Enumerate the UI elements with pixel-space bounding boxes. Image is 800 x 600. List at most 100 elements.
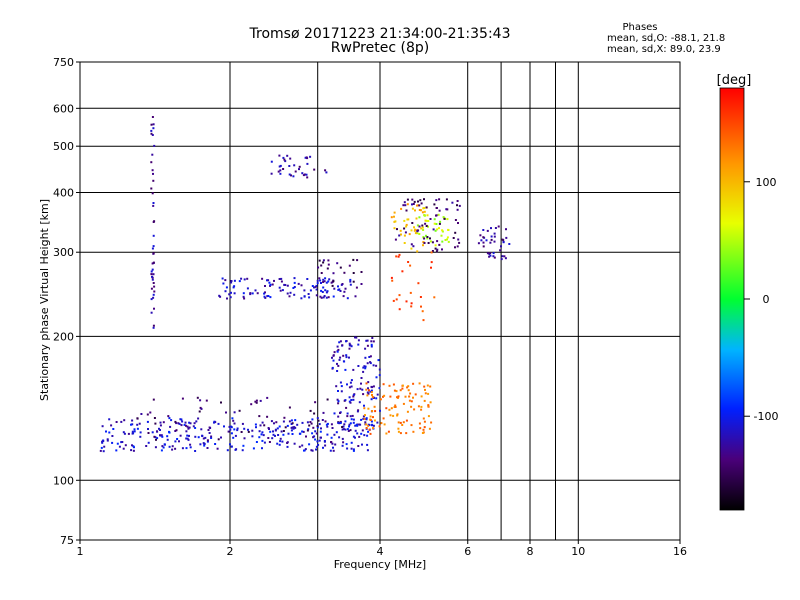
data-point [500,245,502,248]
data-point [418,204,421,207]
data-point [131,419,134,422]
data-point [305,435,307,438]
data-point [426,214,429,217]
data-point [208,432,211,434]
data-point [247,430,250,433]
data-point [372,385,375,388]
data-point [396,414,399,417]
data-point [372,364,375,367]
data-point [256,292,259,295]
data-point [266,279,268,282]
data-point [418,422,421,425]
data-point [364,356,367,359]
data-point [409,392,412,395]
data-point [392,383,395,386]
data-point [403,219,406,222]
data-point [346,412,349,415]
data-point [305,173,308,176]
data-point [488,255,491,258]
data-point [346,383,348,386]
data-point [315,445,318,448]
data-point [405,209,408,212]
data-point [174,447,177,450]
data-point [151,116,154,118]
data-point [358,435,361,438]
data-point [349,422,352,425]
data-point [372,396,375,399]
data-point [277,170,280,173]
data-point [367,381,370,384]
data-point [372,340,375,343]
data-point [225,411,227,414]
data-point [410,247,413,250]
data-point [346,297,349,300]
y-axis-label: Stationary phase Virtual Height [km] [38,199,51,401]
data-point [274,429,277,432]
data-point [301,421,304,424]
data-point [348,386,351,389]
data-point [344,420,347,423]
data-point [251,292,254,295]
data-point [357,343,360,346]
data-point [153,290,156,293]
data-point [258,436,261,439]
data-point [115,449,118,452]
colorbar-tick-label: 100 [756,176,777,189]
data-point [424,392,427,395]
data-point [427,225,429,228]
data-point [426,384,429,387]
data-point [106,438,109,441]
data-point [108,431,111,434]
data-point [206,440,209,443]
data-point [370,345,373,348]
data-point [444,239,447,241]
data-point [434,244,437,247]
data-point [320,427,322,430]
data-point [319,430,322,433]
data-point [323,295,326,297]
data-point [176,438,179,440]
data-point [336,345,339,348]
data-point [255,399,258,402]
data-point [331,442,334,445]
data-point [178,422,181,425]
data-point [290,426,293,429]
data-point [371,396,374,398]
data-point [105,430,107,433]
data-point [132,449,135,452]
data-point [337,422,340,424]
data-point [150,287,153,290]
data-point [424,219,427,222]
data-point [405,300,408,303]
data-point [169,425,172,428]
data-point [362,370,365,373]
data-point [150,270,153,273]
data-point [325,171,328,174]
data-point [279,289,282,292]
data-point [331,356,333,359]
data-point [377,359,380,362]
data-point [261,431,264,434]
data-point [408,395,411,398]
data-point [202,437,205,440]
data-point [192,425,195,428]
data-point [276,442,279,445]
data-point [341,428,344,431]
data-point [361,388,364,391]
data-point [292,427,295,430]
data-point [156,437,159,440]
data-point [261,421,264,424]
data-point [284,426,287,429]
data-point [438,209,441,212]
data-point [339,266,342,269]
data-point [410,243,413,246]
data-point [422,428,425,431]
data-point [208,426,211,429]
data-point [293,164,296,167]
data-point [314,430,317,433]
data-point [317,266,320,269]
phase-stats-o: mean, sd,O: -88.1, 21.8 [607,33,726,44]
y-tick-label: 500 [53,140,74,153]
data-point [291,422,294,425]
data-point [216,447,219,450]
